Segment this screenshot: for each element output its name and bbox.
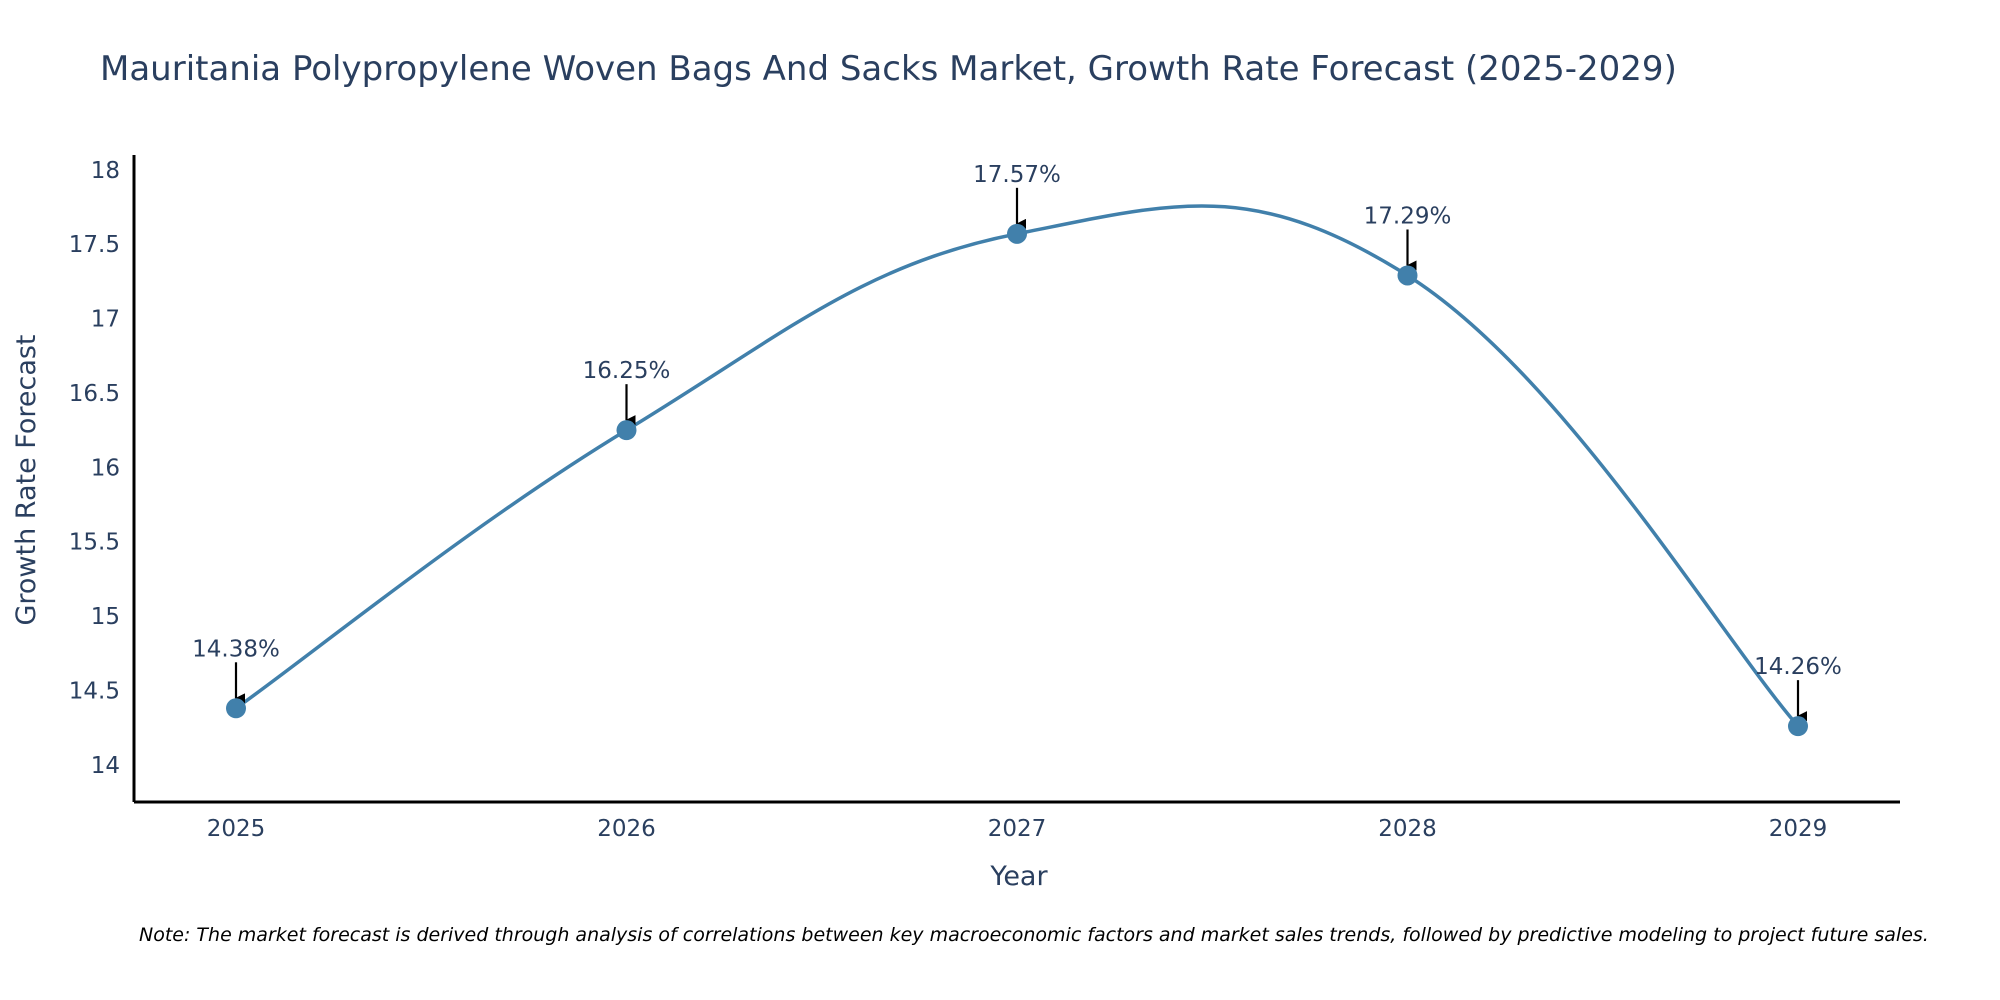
data-point [1397,265,1418,286]
y-tick-label: 18 [91,158,120,184]
y-tick-label: 16.5 [69,381,120,407]
series-line [234,204,1800,728]
y-tick-label: 14.5 [69,678,120,704]
x-tick-label: 2026 [597,816,656,842]
x-tick-label: 2025 [207,816,266,842]
chart-title: Mauritania Polypropylene Woven Bags And … [100,49,1677,89]
y-tick-label: 15 [91,604,120,630]
data-point [616,420,637,441]
footnote: Note: The market forecast is derived thr… [139,924,1929,946]
x-tick-label: 2029 [1769,816,1828,842]
y-tick-label: 15.5 [69,530,120,556]
y-tick-label: 16 [91,455,120,481]
data-label: 14.26% [1754,654,1842,680]
y-tick-label: 17.5 [69,232,120,258]
data-label: 17.29% [1364,203,1452,229]
y-tick-label: 17 [91,307,120,333]
data-label: 17.57% [973,162,1061,188]
data-point [1007,223,1027,244]
data-label: 16.25% [583,358,671,384]
data-points [226,223,1808,737]
data-point [226,698,246,719]
y-axis-ticks: 14 14.5 15 15.5 16 16.5 17 17.5 18 [69,158,120,779]
data-labels: 14.38% 16.25% 17.57% 17.29% 14.26% [192,162,1842,680]
x-axis-title: Year [989,861,1048,892]
x-tick-label: 2028 [1378,816,1437,842]
data-label-arrows [234,187,1807,722]
data-label: 14.38% [192,636,280,662]
x-tick-label: 2027 [988,816,1047,842]
data-point [1788,716,1808,737]
x-axis-ticks: 2025 2026 2027 2028 2029 [207,816,1828,842]
y-tick-label: 14 [91,753,120,779]
y-axis-title: Growth Rate Forecast [11,334,42,625]
